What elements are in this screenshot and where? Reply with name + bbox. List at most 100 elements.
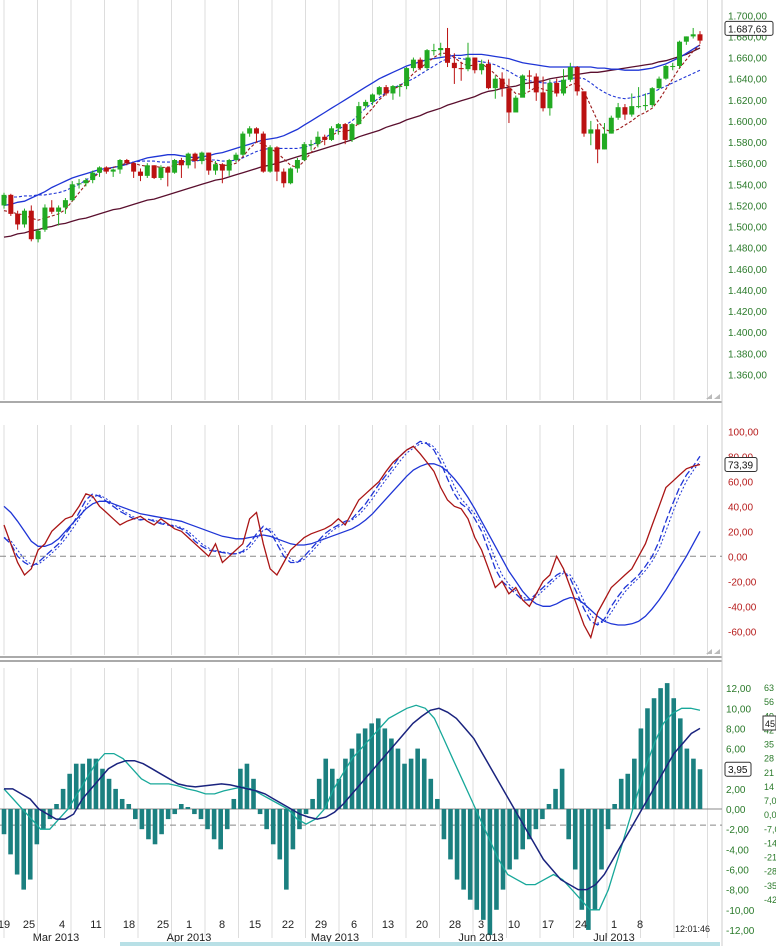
price-axis-label: 1.380,00 <box>728 349 767 360</box>
candle-body <box>342 124 348 140</box>
macd-histogram-bar <box>632 758 637 810</box>
resize-handle-icon[interactable] <box>714 649 720 654</box>
candle-body <box>260 133 266 172</box>
macd-axis2-label: -35 <box>764 881 776 891</box>
x-month-label: Mar 2013 <box>33 932 79 944</box>
macd-histogram-bar <box>441 809 447 840</box>
x-day-label: 3 <box>478 919 484 931</box>
macd-histogram-bar <box>14 809 20 875</box>
macd-histogram-bar <box>369 723 374 810</box>
x-day-label: 20 <box>416 919 428 931</box>
x-day-label: 6 <box>351 919 357 931</box>
candle-body <box>431 50 437 52</box>
candle-body <box>376 87 382 95</box>
price-axis-label: 1.440,00 <box>728 286 767 297</box>
macd-histogram-bar <box>474 809 480 910</box>
candle-body <box>663 65 669 79</box>
macd-last-box <box>724 761 752 777</box>
candle-body <box>329 128 335 140</box>
macd-axis2-label: -28 <box>764 867 776 877</box>
macd-histogram-bar <box>1 809 7 835</box>
macd-axis-label: 12,00 <box>726 684 751 695</box>
candle-body <box>117 160 123 170</box>
candle-body <box>642 105 648 107</box>
macd-right-tag: 45 <box>765 719 775 729</box>
macd-histogram-bar <box>113 788 118 810</box>
macd-histogram-bar <box>284 809 289 890</box>
price-axis-label: 1.700,00 <box>728 11 767 22</box>
macd-histogram-bar <box>638 728 644 810</box>
candle-body <box>622 107 628 115</box>
candle-body <box>636 106 642 108</box>
osc-axis-label: 20,00 <box>728 527 753 538</box>
macd-histogram-bar <box>133 809 138 820</box>
x-day-label: 22 <box>282 919 294 931</box>
macd-histogram-bar <box>119 798 125 810</box>
candle-body <box>369 94 375 102</box>
candle-body <box>383 87 389 94</box>
candle-body <box>451 62 457 69</box>
macd-histogram-bar <box>678 718 683 810</box>
macd-histogram-bar <box>448 809 453 860</box>
macd-histogram-bar <box>67 773 72 810</box>
candle-body <box>445 48 451 63</box>
x-day-label: 18 <box>123 919 135 931</box>
price-axis-label: 1.400,00 <box>728 328 767 339</box>
candle-body <box>185 153 191 166</box>
macd-histogram-bar <box>586 809 591 930</box>
candle-body <box>424 50 430 69</box>
macd-axis2-label: 35 <box>764 740 774 750</box>
candle-body <box>124 160 130 164</box>
macd-axis-label: 2,00 <box>726 785 746 796</box>
macd-last-label: 3,95 <box>728 765 748 776</box>
candle-body <box>322 136 328 140</box>
macd-histogram-bar <box>34 809 40 845</box>
candle-body <box>83 180 89 184</box>
candle-body <box>178 160 184 166</box>
candle-body <box>103 167 109 172</box>
macd-histogram-bar <box>579 809 585 910</box>
price-axis-label: 1.460,00 <box>728 265 767 276</box>
osc-axis-label: 100,00 <box>728 427 759 438</box>
last-price-box <box>724 20 774 36</box>
macd-histogram-bar <box>146 809 151 840</box>
macd-histogram-bar <box>224 809 230 830</box>
candle-body <box>144 165 150 176</box>
candle-body <box>274 147 280 172</box>
macd-histogram-bar <box>500 809 506 890</box>
macd-axis-label: -6,00 <box>726 865 749 876</box>
resize-handle-icon[interactable] <box>706 394 712 399</box>
macd-histogram-bar <box>494 809 499 910</box>
x-day-label: 10 <box>508 919 520 931</box>
macd-histogram-bar <box>415 748 420 810</box>
x-day-label: 1 <box>186 919 192 931</box>
macd-histogram-bar <box>330 768 335 810</box>
candle-body <box>267 147 273 172</box>
x-month-label: Jul 2013 <box>593 932 635 944</box>
candle-body <box>615 107 621 118</box>
macd-axis2-label: 7,0 <box>764 796 776 806</box>
macd-histogram-bar <box>362 728 368 810</box>
resize-handle-icon[interactable] <box>714 394 720 399</box>
timeline-scrollbar[interactable] <box>120 942 720 946</box>
candle-body <box>97 167 103 173</box>
candle-body <box>35 230 41 240</box>
x-day-label: 19 <box>0 919 10 931</box>
candle-body <box>137 171 143 176</box>
candle-body <box>356 106 362 125</box>
candle-body <box>506 88 512 113</box>
macd-axis-label: -4,00 <box>726 845 749 856</box>
macd-histogram-bar <box>599 809 604 870</box>
resize-handle-icon[interactable] <box>706 649 712 654</box>
candle-body <box>601 133 607 150</box>
candle-body <box>690 34 696 37</box>
macd-histogram-bar <box>47 809 53 820</box>
macd-axis-label: 10,00 <box>726 704 751 715</box>
macd-histogram-bar <box>507 809 512 870</box>
macd-histogram-bar <box>41 809 46 830</box>
candle-body <box>533 76 539 93</box>
candle-body <box>219 164 225 171</box>
candle-body <box>595 129 601 150</box>
